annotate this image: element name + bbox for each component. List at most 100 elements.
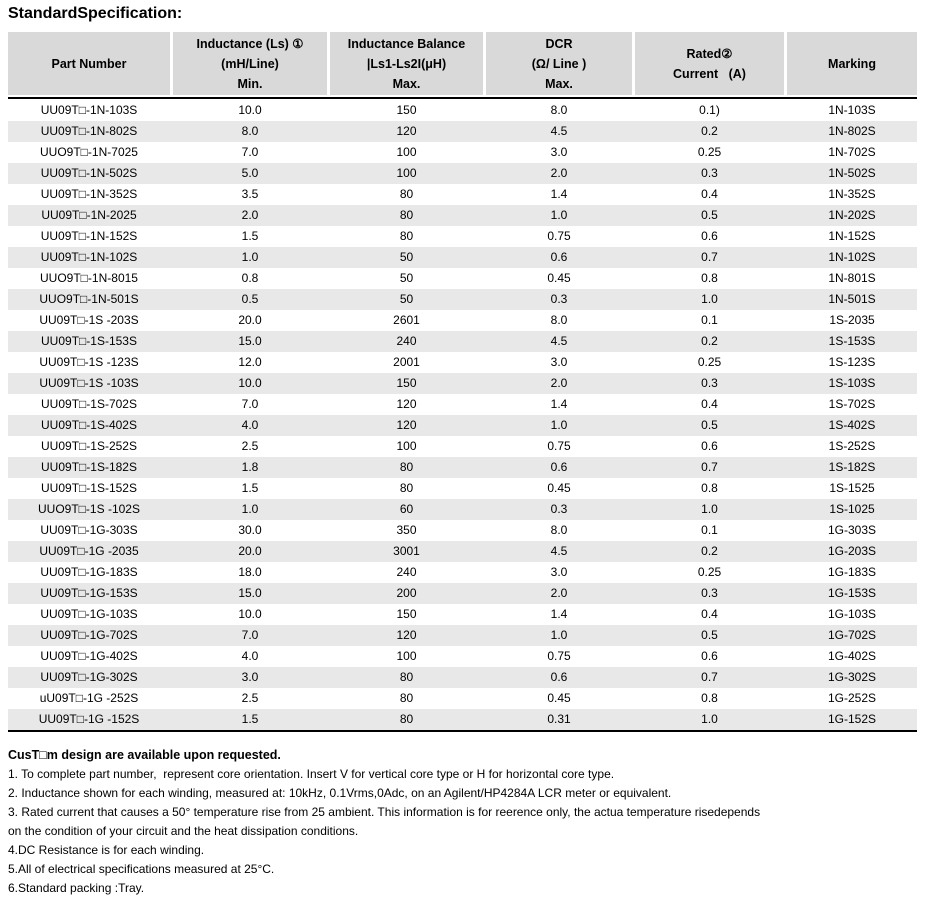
inductance-cell: 3.0 [241, 670, 259, 684]
part-number-cell: UU09T□-1S -203S [39, 313, 139, 327]
rated-current-cell: 1.0 [701, 292, 718, 306]
marking-cell: 1N-102S [828, 250, 876, 264]
marking-cell: 1G-252S [827, 691, 877, 705]
table-row: uU09T□-1G -252S 2.5 80 0.45 0.8 1G-252S [8, 688, 917, 709]
table-row: UU09T□-1N-152S 1.5 80 0.75 0.6 1N-152S [8, 226, 917, 247]
part-number-cell: UU09T□-1G-103S [40, 607, 138, 621]
rated-current-cell: 0.4 [701, 607, 718, 621]
dcr-cell: 0.6 [550, 250, 568, 264]
column-header-line: Inductance (Ls) ① [196, 36, 304, 51]
inductance-cell: 1.0 [241, 250, 259, 264]
marking-cell: 1N-103S [828, 103, 876, 117]
footer-note: 1. To complete part number, represent co… [8, 767, 615, 781]
balance-cell: 3001 [393, 544, 420, 558]
rated-current-cell: 0.2 [701, 334, 718, 348]
rated-current-cell: 0.1) [699, 103, 720, 117]
balance-cell: 350 [396, 523, 417, 537]
rated-current-cell: 0.2 [701, 544, 718, 558]
balance-cell: 50 [399, 271, 414, 285]
dcr-cell: 1.4 [550, 607, 568, 621]
part-number-cell: UU09T□-1N-502S [40, 166, 138, 180]
rated-current-cell: 0.3 [701, 376, 718, 390]
rated-current-cell: 0.6 [701, 439, 718, 453]
balance-cell: 50 [399, 292, 414, 306]
marking-cell: 1N-202S [828, 208, 876, 222]
balance-cell: 80 [399, 670, 414, 684]
table-row: UU09T□-1S-252S 2.5 100 0.75 0.6 1S-252S [8, 436, 917, 457]
table-row: UU09T□-1G-183S 18.0 240 3.0 0.25 1G-183S [8, 562, 917, 583]
inductance-cell: 0.8 [241, 271, 259, 285]
inductance-cell: 15.0 [238, 334, 262, 348]
part-number-cell: UU09T□-1S-152S [41, 481, 137, 495]
table-row: UUO9T□-1N-7025 7.0 100 3.0 0.25 1N-702S [8, 142, 917, 163]
inductance-cell: 10.0 [238, 376, 262, 390]
inductance-cell: 1.8 [241, 460, 259, 474]
inductance-cell: 30.0 [238, 523, 262, 537]
footer-note: 5.All of electrical specifications measu… [8, 862, 275, 876]
rated-current-cell: 0.7 [701, 460, 718, 474]
inductance-cell: 10.0 [238, 103, 262, 117]
rated-current-cell: 0.4 [701, 397, 718, 411]
column-header-line: Max. [545, 76, 573, 91]
inductance-cell: 0.5 [241, 292, 259, 306]
inductance-cell: 7.0 [241, 397, 259, 411]
part-number-cell: UUO9T□-1S -102S [38, 502, 140, 516]
marking-cell: 1G-203S [827, 544, 877, 558]
footer-note: 4.DC Resistance is for each winding. [8, 843, 205, 857]
marking-cell: 1G-302S [827, 670, 877, 684]
dcr-cell: 8.0 [550, 103, 568, 117]
dcr-cell: 2.0 [550, 586, 568, 600]
dcr-cell: 0.6 [550, 460, 568, 474]
table-row: UUO9T□-1S -102S 1.0 60 0.3 1.0 1S-1025 [8, 499, 917, 520]
part-number-cell: UU09T□-1S -123S [39, 355, 139, 369]
part-number-cell: UU09T□-1N-352S [40, 187, 138, 201]
balance-cell: 80 [399, 208, 414, 222]
table-row: UU09T□-1N-103S 10.0 150 8.0 0.1) 1N-103S [8, 100, 917, 121]
rated-current-cell: 0.6 [701, 229, 718, 243]
part-number-cell: UU09T□-1N-802S [40, 124, 138, 138]
balance-cell: 2001 [393, 355, 420, 369]
part-number-cell: UU09T□-1S-182S [41, 460, 137, 474]
inductance-cell: 20.0 [238, 313, 262, 327]
part-number-cell: UUO9T□-1N-501S [39, 292, 139, 306]
balance-cell: 240 [396, 565, 417, 579]
column-header-balance: Inductance Balance |Ls1-Ls2I(μH) Max. [330, 32, 483, 95]
column-header-line: (Ω/ Line ) [531, 56, 587, 71]
footer-note: 6.Standard packing :Tray. [8, 881, 145, 895]
table-row: UU09T□-1N-352S 3.5 80 1.4 0.4 1N-352S [8, 184, 917, 205]
part-number-cell: UU09T□-1G-153S [40, 586, 138, 600]
dcr-cell: 8.0 [550, 313, 568, 327]
dcr-cell: 0.3 [550, 502, 568, 516]
part-number-cell: UU09T□-1G-303S [40, 523, 138, 537]
rated-current-cell: 0.25 [697, 355, 722, 369]
marking-cell: 1S-153S [828, 334, 876, 348]
balance-cell: 60 [399, 502, 414, 516]
spec-table: Part Number Inductance (Ls) ① (mH/Line) Min… [8, 32, 917, 732]
dcr-cell: 0.45 [547, 271, 571, 285]
part-number-cell: UU09T□-1N-103S [40, 103, 138, 117]
part-number-cell: uU09T□-1G -252S [39, 691, 139, 705]
part-number-cell: UU09T□-1N-152S [40, 229, 138, 243]
marking-cell: 1N-802S [828, 124, 876, 138]
balance-cell: 120 [396, 418, 417, 432]
footer-note: on the condition of your circuit and the… [8, 824, 359, 838]
column-header-line: Part Number [51, 56, 127, 71]
marking-cell: 1G-303S [827, 523, 877, 537]
marking-cell: 1G-153S [827, 586, 877, 600]
part-number-cell: UU09T□-1G-183S [40, 565, 138, 579]
inductance-cell: 1.5 [241, 481, 259, 495]
rated-current-cell: 0.8 [701, 271, 718, 285]
part-number-cell: UUO9T□-1N-8015 [40, 271, 138, 285]
rated-current-cell: 0.6 [701, 649, 718, 663]
part-number-cell: UU09T□-1G -2035 [39, 544, 139, 558]
table-header: Part Number Inductance (Ls) ① (mH/Line) Min… [8, 32, 917, 95]
marking-cell: 1N-352S [828, 187, 876, 201]
inductance-cell: 2.5 [241, 691, 259, 705]
balance-cell: 150 [396, 607, 417, 621]
dcr-cell: 0.6 [550, 670, 568, 684]
balance-cell: 50 [399, 250, 414, 264]
balance-cell: 120 [396, 628, 417, 642]
dcr-cell: 4.5 [550, 124, 568, 138]
inductance-cell: 2.0 [241, 208, 259, 222]
